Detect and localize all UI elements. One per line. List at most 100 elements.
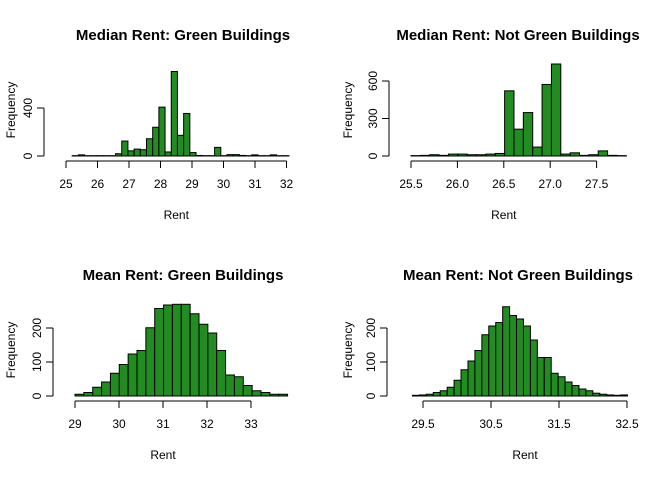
histogram-bar (176, 134, 185, 157)
histogram-bar (189, 152, 197, 157)
histogram-bar (269, 393, 280, 397)
histogram-bar (569, 152, 581, 157)
histogram-bar (474, 350, 483, 397)
y-tick-label: 0 (21, 152, 35, 159)
histogram-bar (121, 140, 129, 157)
histogram-bar (439, 390, 448, 397)
x-tick-label: 25 (59, 177, 73, 191)
histogram-bar (447, 153, 459, 157)
histogram-bar (189, 313, 200, 397)
histogram-bar (588, 154, 599, 157)
x-tick-label: 30 (217, 177, 231, 191)
histogram-bar (481, 334, 490, 397)
histogram-bar (522, 112, 534, 157)
histogram-bar (425, 393, 434, 397)
histogram-bar (599, 393, 608, 397)
histogram-bar (251, 390, 262, 397)
histogram-bar (233, 376, 244, 397)
histogram-bar (536, 357, 545, 397)
histogram-bar (446, 386, 455, 397)
histogram-bar (453, 379, 462, 397)
x-axis-label: Rent (164, 208, 190, 222)
x-tick-label: 31 (248, 177, 262, 191)
x-tick-label: 26.0 (446, 177, 470, 191)
histogram-bar (77, 154, 86, 157)
histogram-bar (607, 154, 618, 157)
histogram-bar (118, 364, 129, 397)
x-tick-label: 32 (280, 177, 294, 191)
histogram-bar (509, 315, 518, 397)
histogram-bar (418, 394, 427, 397)
y-tick-label: 400 (21, 98, 35, 118)
histogram-bar (466, 154, 478, 157)
histogram-bar (557, 376, 566, 397)
histogram-bar (225, 374, 235, 397)
x-tick-label: 31.5 (547, 417, 571, 431)
histogram-bar (278, 393, 289, 397)
chart-title: Mean Rent: Green Buildings (83, 267, 284, 284)
x-tick-label: 29 (185, 177, 199, 191)
y-tick-label: 300 (366, 108, 380, 128)
y-tick-label: 600 (366, 71, 380, 91)
histogram-bar (145, 138, 154, 157)
histogram-bar (164, 151, 172, 157)
y-tick-label: 200 (364, 318, 378, 338)
histogram-bar (543, 357, 552, 397)
histogram-bar (457, 153, 468, 157)
chart-title: Median Rent: Not Green Buildings (396, 27, 639, 44)
chart-panel-3: 29 30 31 32 33 0 100 200 Mean Rent: Green Buildi… (4, 267, 289, 462)
y-axis-label: Frequency (4, 322, 18, 379)
y-tick-label: 200 (30, 318, 44, 338)
y-axis-label: Frequency (4, 82, 18, 139)
histogram-bar (180, 303, 191, 397)
chart-panel-4: 29.5 30.5 31.5 32.5 0 100 200 Mean Rent: Not Gr… (341, 267, 639, 462)
histogram-bar (133, 148, 141, 157)
histogram-bar (488, 325, 497, 397)
x-tick-label: 26.5 (492, 177, 516, 191)
chart-panel-1: 25 26 27 28 29 30 31 32 0 400 Median Rent: Green B… (4, 27, 293, 222)
histogram-bar (467, 360, 476, 397)
histogram-bar (139, 149, 147, 157)
histogram-bar (522, 325, 531, 397)
histogram-bar (578, 388, 587, 397)
y-tick-label: 100 (364, 352, 378, 372)
histogram-bar (585, 390, 594, 397)
histogram-bar (550, 372, 559, 397)
chart-title: Median Rent: Green Buildings (76, 27, 290, 44)
histogram-bar (170, 70, 178, 157)
y-axis-label: Frequency (341, 82, 355, 139)
histogram-bar (260, 392, 271, 397)
y-tick-label: 0 (364, 392, 378, 399)
histogram-bar (171, 303, 182, 397)
histogram-bar (214, 146, 222, 157)
histogram-bar (152, 126, 160, 157)
x-tick-label: 32 (200, 417, 214, 431)
histogram-bar (115, 153, 123, 157)
y-tick-label: 0 (366, 152, 380, 159)
x-tick-label: 30 (112, 417, 126, 431)
y-axis-label: Frequency (341, 322, 355, 379)
histogram-bar (232, 154, 240, 157)
histogram-bar (476, 154, 487, 157)
x-tick-label: 29 (68, 417, 82, 431)
histogram-bar (419, 154, 431, 157)
histogram-bar (495, 322, 504, 397)
histogram-bar (101, 381, 111, 397)
histogram-bar (74, 393, 85, 397)
x-tick-label: 27 (122, 177, 136, 191)
chart-title: Mean Rent: Not Green Buildings (403, 267, 633, 284)
histogram-bar (494, 152, 506, 157)
histogram-bar (109, 372, 120, 397)
histogram-bar (163, 304, 173, 397)
x-axis-label: Rent (491, 208, 517, 222)
x-tick-label: 25.5 (399, 177, 423, 191)
histogram-bar (429, 154, 440, 157)
histogram-bar (136, 350, 147, 397)
histogram-bar (432, 392, 441, 397)
x-tick-label: 27.0 (539, 177, 563, 191)
x-tick-label: 29.5 (411, 417, 435, 431)
histogram-bar (485, 153, 496, 157)
histogram-bar (195, 154, 203, 157)
histogram-bar (83, 392, 94, 397)
